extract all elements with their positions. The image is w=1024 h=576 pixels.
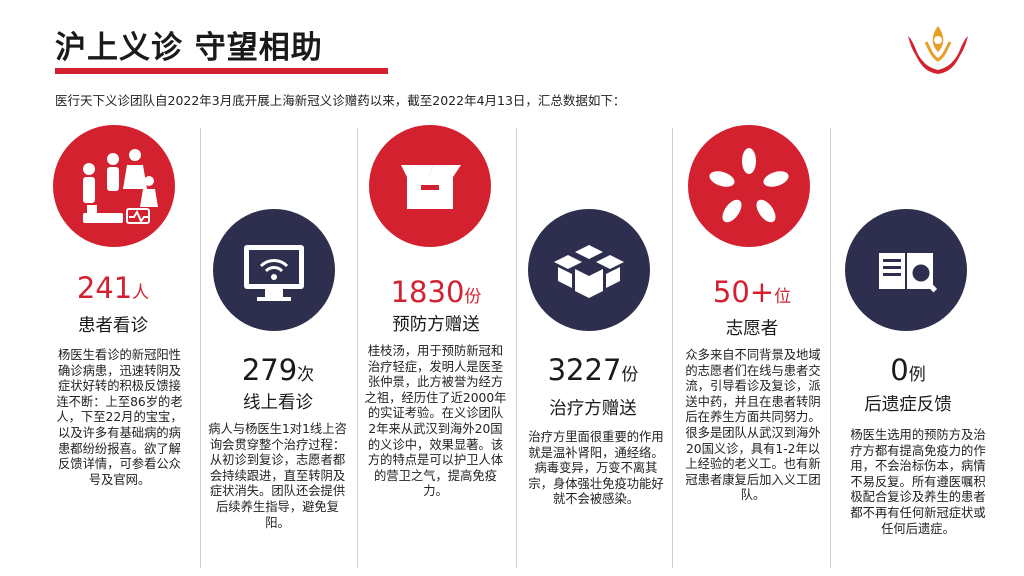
column-divider	[200, 128, 201, 568]
column-divider	[830, 128, 831, 568]
stat-label: 患者看诊	[78, 316, 148, 336]
stat-label: 治疗方赠送	[549, 399, 637, 419]
stat-label: 志愿者	[725, 319, 779, 339]
stat-description: 病人与杨医生1对1线上咨询会贯穿整个治疗过程：从初诊到复诊，志愿者都会持续跟进，…	[208, 422, 347, 530]
stat-label: 后遗症反馈	[864, 395, 952, 415]
column-divider	[357, 128, 358, 568]
column-divider	[516, 128, 517, 568]
open-box-icon	[369, 125, 491, 247]
stat-description: 众多来自不同背景及地域的志愿者们在线与患者交流，引导看诊及复诊，派送中药，并且在…	[685, 348, 821, 503]
stat-description: 杨医生看诊的新冠阳性确诊病患，迅速转阴及症状好转的积极反馈接连不断：上至86岁的…	[56, 348, 183, 487]
stat-description: 桂枝汤，用于预防新冠和治疗轻症，发明人是医圣张仲景，此方被誉为经方之祖，经历住了…	[364, 344, 507, 499]
intro-text: 医行天下义诊团队自2022年3月底开展上海新冠义诊赠药以来，截至2022年4月1…	[55, 93, 626, 108]
page-title: 沪上义诊 守望相助	[55, 30, 323, 66]
stat-description: 杨医生选用的预防方及治疗方都有提高免疫力的作用，不会治标伤本，病情不易反复。所有…	[850, 428, 986, 536]
stat-number: 0例	[890, 353, 926, 387]
hands-together-icon	[688, 125, 810, 247]
stat-label: 预防方赠送	[392, 315, 480, 335]
book-magnifier-icon	[845, 209, 967, 331]
family-patients-icon	[53, 125, 175, 247]
stat-number: 279次	[241, 353, 315, 387]
monitor-wifi-icon	[213, 209, 335, 331]
stat-number: 1830份	[390, 275, 482, 309]
boxes-icon	[528, 209, 650, 331]
stat-number: 241人	[76, 271, 150, 305]
stat-number: 3227份	[547, 353, 639, 387]
lotus-logo-icon	[908, 26, 968, 74]
title-underline	[55, 68, 388, 74]
stat-number: 50+位	[712, 275, 792, 309]
column-divider	[672, 128, 673, 568]
stat-description: 治疗方里面很重要的作用就是温补肾阳，通经络。病毒变异，万变不离其宗，身体强壮免疫…	[528, 430, 664, 507]
stat-label: 线上看诊	[243, 393, 313, 413]
